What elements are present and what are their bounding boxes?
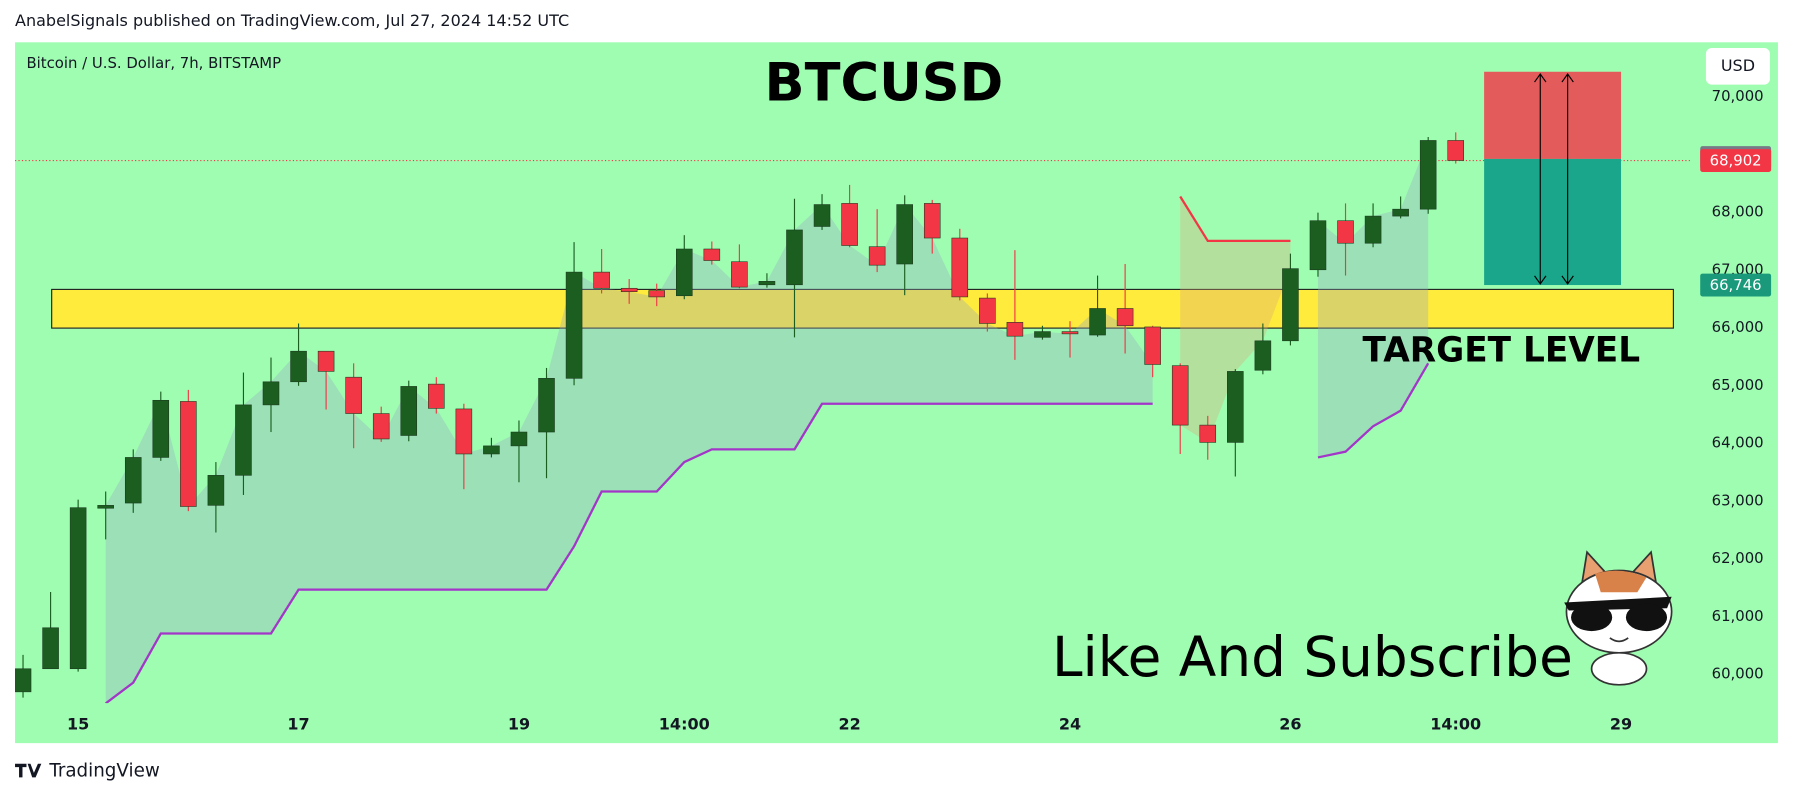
candle-body	[455, 408, 473, 455]
candle-body	[923, 203, 941, 239]
price-label: 68,902	[1710, 152, 1762, 170]
price-label: 66,746	[1710, 276, 1762, 294]
candle-body	[1364, 215, 1382, 244]
y-tick-label: 65,000	[1712, 376, 1764, 394]
candle-body	[1392, 208, 1409, 217]
candle-body	[97, 505, 114, 509]
candle-body	[676, 248, 693, 297]
candle-body	[1116, 308, 1134, 327]
trend-fill	[1317, 140, 1429, 458]
candle-body	[345, 376, 362, 414]
candle-body	[1337, 220, 1354, 244]
y-tick-label: 62,000	[1712, 549, 1764, 567]
candle-body	[1282, 268, 1299, 342]
candle-body	[565, 271, 583, 379]
brand-name: TradingView	[48, 761, 160, 782]
y-tick-label: 64,000	[1712, 434, 1764, 452]
candle-body	[786, 229, 803, 286]
candle-body	[951, 237, 969, 298]
candle-body	[896, 204, 913, 265]
brand	[15, 763, 42, 778]
overlay: 60,000 61,000 62,000 63,000 64,000 65,000 66,0…	[67, 87, 1772, 733]
trend-fill	[105, 204, 1153, 704]
x-tick-label: 26	[1279, 714, 1301, 733]
currency-box[interactable]	[1705, 48, 1770, 85]
x-tick-label: 14:00	[1430, 714, 1481, 733]
candle-body	[262, 381, 280, 406]
zone-label: TARGET LEVEL	[1362, 331, 1640, 371]
currency[interactable]: USD	[1721, 56, 1755, 75]
candle-body	[124, 457, 142, 504]
candle-body	[235, 404, 252, 476]
symbol-info: Bitcoin / U.S. Dollar, 7h, BITSTAMP	[26, 54, 281, 72]
x-tick-label: 19	[508, 714, 530, 733]
price-label-box	[1700, 273, 1772, 297]
y-tick-label: 63,000	[1712, 491, 1764, 509]
trend-line	[104, 402, 1153, 704]
x-tick-label: 14:00	[659, 714, 710, 733]
candle-body	[1144, 326, 1161, 365]
y-tick-label: 68,000	[1712, 203, 1764, 221]
price-label-box	[1700, 149, 1772, 172]
candle-body	[979, 297, 996, 324]
x-tick-label: 24	[1059, 714, 1081, 733]
candle-body	[1199, 424, 1217, 443]
candle-body	[1254, 340, 1272, 371]
candle-body	[483, 445, 500, 455]
candle-body	[400, 386, 418, 436]
stop-zone	[1484, 71, 1622, 159]
candle-body	[1227, 371, 1244, 443]
candle-body	[42, 627, 59, 670]
candle-body	[1034, 331, 1051, 338]
x-tick-label: 15	[67, 714, 89, 733]
candle-body	[510, 431, 528, 447]
candle-body	[69, 507, 87, 670]
candle-body	[15, 668, 32, 693]
trend-line	[1317, 362, 1430, 459]
publisher-line: AnabelSignals published on TradingView.c…	[15, 11, 569, 30]
trend-fill	[1180, 196, 1291, 443]
trend-line	[1179, 195, 1291, 243]
candle-body	[703, 248, 721, 261]
target-zone-box	[1484, 158, 1622, 286]
candle-body	[868, 246, 886, 266]
x-tick-label: 17	[287, 714, 309, 733]
candle-body	[1419, 140, 1437, 210]
y-tick-label: 70,000	[1712, 87, 1764, 105]
chart-title: BTCUSD	[765, 52, 1004, 113]
arrow-head	[1561, 73, 1574, 285]
candle-body	[1006, 322, 1024, 337]
arrow-head	[1534, 73, 1547, 285]
candle-body	[1089, 308, 1106, 336]
plot	[15, 71, 1690, 704]
x-tick-label: 29	[1610, 714, 1632, 733]
candle-body	[428, 383, 445, 409]
candle-body	[180, 401, 197, 507]
candle-body	[841, 203, 858, 246]
x-tick-label: 22	[838, 714, 860, 733]
candle-body	[152, 399, 170, 458]
candle-body	[372, 413, 390, 440]
candle-body	[317, 350, 335, 372]
candle-body	[1061, 331, 1079, 335]
candle-body	[207, 475, 225, 506]
candle-body	[1447, 140, 1465, 161]
annotation: Like And Subscribe	[1052, 625, 1573, 689]
candle-body	[620, 287, 638, 293]
candle-body	[758, 281, 776, 286]
candle-body	[731, 261, 748, 288]
y-tick-label: 60,000	[1712, 665, 1764, 683]
candle-body	[290, 350, 307, 383]
y-tick-label: 66,000	[1712, 318, 1764, 336]
candle-body	[1171, 365, 1189, 426]
candle-body	[648, 290, 666, 298]
candle-body	[1309, 220, 1327, 271]
candle-body	[593, 271, 610, 289]
y-tick-label: 61,000	[1712, 607, 1764, 625]
candle-body	[538, 378, 555, 433]
target-zone	[51, 288, 1674, 329]
mascot	[1564, 550, 1673, 686]
candle-body	[813, 204, 831, 227]
